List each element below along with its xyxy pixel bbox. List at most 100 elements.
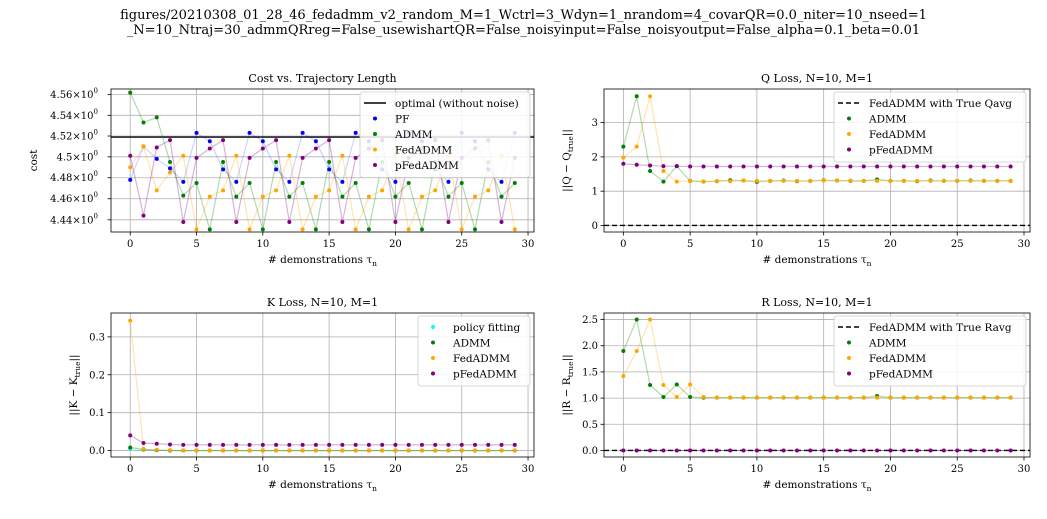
data-point [366,227,371,232]
data-point [848,178,853,183]
legend-entry-policy-fitting: policy fitting [431,322,520,334]
data-point [234,179,239,184]
data-point [419,194,424,199]
data-point [154,447,159,452]
data-point [915,448,920,453]
data-point [313,146,318,151]
legend-label: pFedADMM [395,160,459,172]
data-point [300,180,305,185]
data-point [340,153,345,158]
series-line-admm [622,317,1011,399]
series-line-fedadmm [622,317,1011,399]
data-point [701,448,706,453]
data-point [353,448,358,453]
data-point [287,194,292,199]
legend-label: policy fitting [453,322,520,334]
data-point [393,442,398,447]
data-point [393,219,398,224]
data-point [835,448,840,453]
data-point [353,442,358,447]
data-point [406,227,411,232]
data-point [300,155,305,160]
x-tick-label: 10 [751,239,764,250]
legend-dot-marker [431,356,435,360]
data-point [446,179,451,184]
series-pfedadmm [621,161,1013,169]
data-point [861,395,866,400]
data-point [888,395,893,400]
data-point [981,164,986,169]
data-point [808,164,813,169]
series-line-admm [622,96,1011,183]
x-tick-label: 25 [455,239,468,250]
x-tick-label: 5 [687,239,693,250]
y-tick-label: 0.2 [89,370,105,381]
data-point [128,177,133,182]
data-point [313,194,318,199]
data-point [287,219,292,224]
legend-dot-marker [373,132,377,136]
y-tick-label: 0.0 [89,446,105,457]
data-point [260,146,265,151]
data-point [634,448,639,453]
data-point [340,179,345,184]
legend-entry-optimal-without-noise: optimal (without noise) [364,98,519,110]
subplot-title: K Loss, N=10, M=1 [267,296,378,309]
data-point [300,442,305,447]
data-point [459,448,464,453]
legend-entry-admm: ADMM [431,337,491,349]
data-point [340,442,345,447]
series-line-pfedadmm [129,434,515,446]
data-point [1008,395,1013,400]
data-point [741,164,746,169]
data-point [981,395,986,400]
x-tick-label: 0 [620,464,626,475]
data-point [141,144,146,149]
data-point [499,442,504,447]
data-point [393,194,398,199]
data-point [486,442,491,447]
data-point [808,395,813,400]
legend-label: ADMM [868,113,907,125]
plot-area [604,317,1030,453]
y-tick-label: 4.54×100 [50,108,98,122]
data-point [728,448,733,453]
data-point [260,227,265,232]
data-point [194,227,199,232]
y-tick-label: 4.48×100 [50,170,98,184]
data-point [154,115,159,120]
data-point [741,178,746,183]
data-point [915,178,920,183]
data-point [393,448,398,453]
series-line-fedadmm [129,320,515,452]
data-point [674,448,679,453]
subplot-r-loss-n-10-m-1: R Loss, N=10, M=1 0 5 10 15 20 25 30 0.0 0.5 1.0 1.… [561,296,1031,493]
data-point [621,448,626,453]
data-point [353,155,358,160]
data-point [648,448,653,453]
y-tick-label: 4.56×100 [50,87,98,101]
data-point [274,448,279,453]
data-point [353,130,358,135]
legend-entry-pfedadmm: pFedADMM [847,144,933,156]
data-point [634,144,639,149]
legend: policy fitting ADMM FedADMM pFedADMM [417,315,531,387]
data-point [941,164,946,169]
x-tick-label: 10 [256,464,269,475]
legend-label: pFedADMM [453,368,517,380]
data-point [181,179,186,184]
legend-entry-admm: ADMM [373,129,433,141]
x-tick-label: 30 [522,239,535,250]
legend-entry-fedadmm-with-true-qavg: FedADMM with True Qavg [838,98,1012,110]
data-point [327,160,332,165]
legend-label: FedADMM [869,353,926,365]
data-point [754,164,759,169]
x-tick-label: 20 [389,239,402,250]
y-tick-label: 4.5×100 [57,149,98,163]
y-axis-label: cost [28,149,40,172]
data-point [300,130,305,135]
data-point [754,395,759,400]
data-point [768,395,773,400]
data-point [366,448,371,453]
